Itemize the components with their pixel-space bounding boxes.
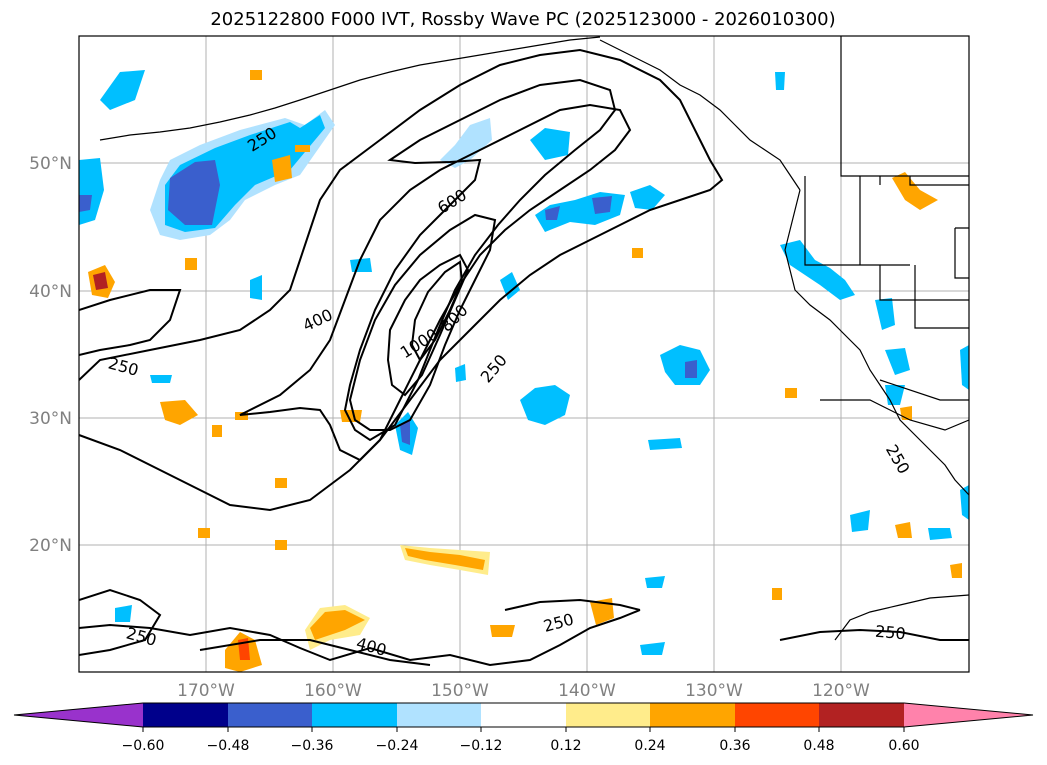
positive-pc-shading — [88, 70, 962, 672]
lon-label: 120°W — [812, 681, 870, 701]
colorbar-tick-label: −0.60 — [122, 738, 165, 754]
colorbar-tick-label: 0.48 — [803, 738, 834, 754]
lat-label: 30°N — [29, 409, 72, 429]
colorbar-tick-label: 0.24 — [634, 738, 665, 754]
colorbar-segment — [735, 703, 819, 727]
lon-label: 150°W — [431, 681, 489, 701]
lat-label: 40°N — [29, 282, 72, 302]
colorbar-segment — [143, 703, 228, 727]
lon-label: 130°W — [685, 681, 743, 701]
colorbar-segment — [397, 703, 481, 727]
colorbar-tick-label: −0.36 — [291, 738, 334, 754]
map-frame — [78, 35, 970, 673]
lon-label: 160°W — [304, 681, 362, 701]
colorbar-extend-low — [14, 703, 143, 727]
colorbar-tick-label: 0.12 — [550, 738, 581, 754]
lat-label: 20°N — [29, 536, 72, 556]
colorbar-tick-label: −0.48 — [207, 738, 250, 754]
contour-label: 250 — [874, 622, 906, 644]
map-area: 250 600 400 1000 800 250 250 250 250 400… — [79, 36, 969, 672]
colorbar-segment — [481, 703, 566, 727]
coastlines — [99, 36, 969, 641]
lon-label: 140°W — [558, 681, 616, 701]
colorbar-extend-high — [904, 703, 1033, 727]
colorbar-segment — [228, 703, 312, 727]
colorbar-tick-label: 0.36 — [719, 738, 750, 754]
figure-title: 2025122800 F000 IVT, Rossby Wave PC (202… — [210, 9, 835, 30]
latitude-labels: 50°N 40°N 30°N 20°N — [29, 154, 72, 556]
lon-label: 170°W — [177, 681, 235, 701]
colorbar-segment — [566, 703, 650, 727]
ivt-contours — [79, 48, 969, 667]
colorbar-tick-label: −0.12 — [460, 738, 503, 754]
colorbar: −0.60 −0.48 −0.36 −0.24 −0.12 0.12 0.24 … — [13, 702, 1034, 754]
colorbar-segment — [650, 703, 735, 727]
lat-label: 50°N — [29, 154, 72, 174]
colorbar-tick-label: −0.24 — [376, 738, 419, 754]
colorbar-tick-label: 0.60 — [888, 738, 919, 754]
colorbar-segment — [819, 703, 904, 727]
colorbar-segment — [312, 703, 397, 727]
negative-pc-shading — [79, 70, 969, 655]
longitude-labels: 170°W 160°W 150°W 140°W 130°W 120°W — [177, 681, 870, 701]
